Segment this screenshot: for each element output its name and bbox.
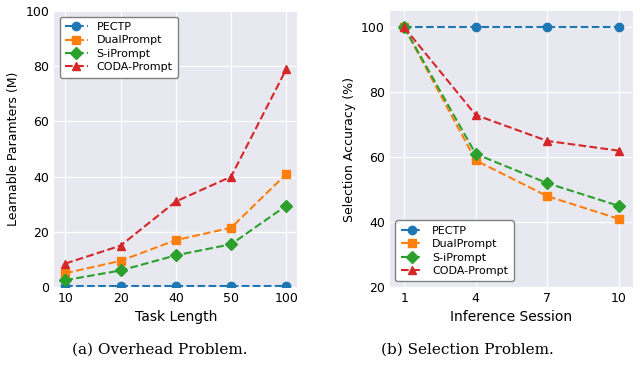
PECTP [615, 25, 623, 29]
DualPrompt [401, 25, 408, 29]
DualPrompt [172, 238, 180, 243]
PECTP [227, 284, 235, 289]
Y-axis label: Learnable Paramters (M): Learnable Paramters (M) [7, 72, 20, 226]
PECTP [401, 25, 408, 29]
S-iPrompt [227, 242, 235, 247]
Legend: PECTP, DualPrompt, S-iPrompt, CODA-Prompt: PECTP, DualPrompt, S-iPrompt, CODA-Promp… [396, 220, 514, 282]
PECTP [116, 284, 124, 289]
Line: PECTP: PECTP [61, 282, 291, 290]
X-axis label: Inference Session: Inference Session [451, 311, 573, 325]
Line: DualPrompt: DualPrompt [400, 23, 623, 223]
DualPrompt [472, 158, 479, 163]
PECTP [61, 284, 69, 289]
Line: PECTP: PECTP [400, 23, 623, 31]
CODA-Prompt [401, 25, 408, 29]
CODA-Prompt [61, 261, 69, 266]
S-iPrompt [615, 204, 623, 208]
Y-axis label: Selection Accuracy (%): Selection Accuracy (%) [342, 77, 356, 222]
Line: CODA-Prompt: CODA-Prompt [400, 23, 623, 155]
CODA-Prompt [282, 67, 290, 71]
S-iPrompt [543, 181, 551, 185]
DualPrompt [61, 271, 69, 275]
S-iPrompt [172, 253, 180, 258]
Line: S-iPrompt: S-iPrompt [61, 201, 291, 284]
CODA-Prompt [472, 113, 479, 117]
Text: (b) Selection Problem.: (b) Selection Problem. [381, 342, 554, 356]
CODA-Prompt [543, 139, 551, 143]
Legend: PECTP, DualPrompt, S-iPrompt, CODA-Prompt: PECTP, DualPrompt, S-iPrompt, CODA-Promp… [60, 17, 178, 78]
S-iPrompt [401, 25, 408, 29]
S-iPrompt [472, 152, 479, 156]
S-iPrompt [61, 278, 69, 282]
S-iPrompt [116, 268, 124, 273]
DualPrompt [282, 171, 290, 176]
PECTP [172, 284, 180, 289]
X-axis label: Task Length: Task Length [134, 311, 217, 325]
PECTP [282, 284, 290, 289]
Line: DualPrompt: DualPrompt [61, 170, 291, 277]
PECTP [543, 25, 551, 29]
DualPrompt [543, 194, 551, 198]
CODA-Prompt [615, 148, 623, 153]
DualPrompt [227, 226, 235, 230]
PECTP [472, 25, 479, 29]
Text: (a) Overhead Problem.: (a) Overhead Problem. [72, 342, 248, 356]
DualPrompt [615, 217, 623, 221]
Line: S-iPrompt: S-iPrompt [400, 23, 623, 210]
CODA-Prompt [116, 244, 124, 248]
S-iPrompt [282, 204, 290, 208]
DualPrompt [116, 259, 124, 263]
Line: CODA-Prompt: CODA-Prompt [61, 65, 291, 268]
CODA-Prompt [172, 199, 180, 204]
CODA-Prompt [227, 174, 235, 179]
